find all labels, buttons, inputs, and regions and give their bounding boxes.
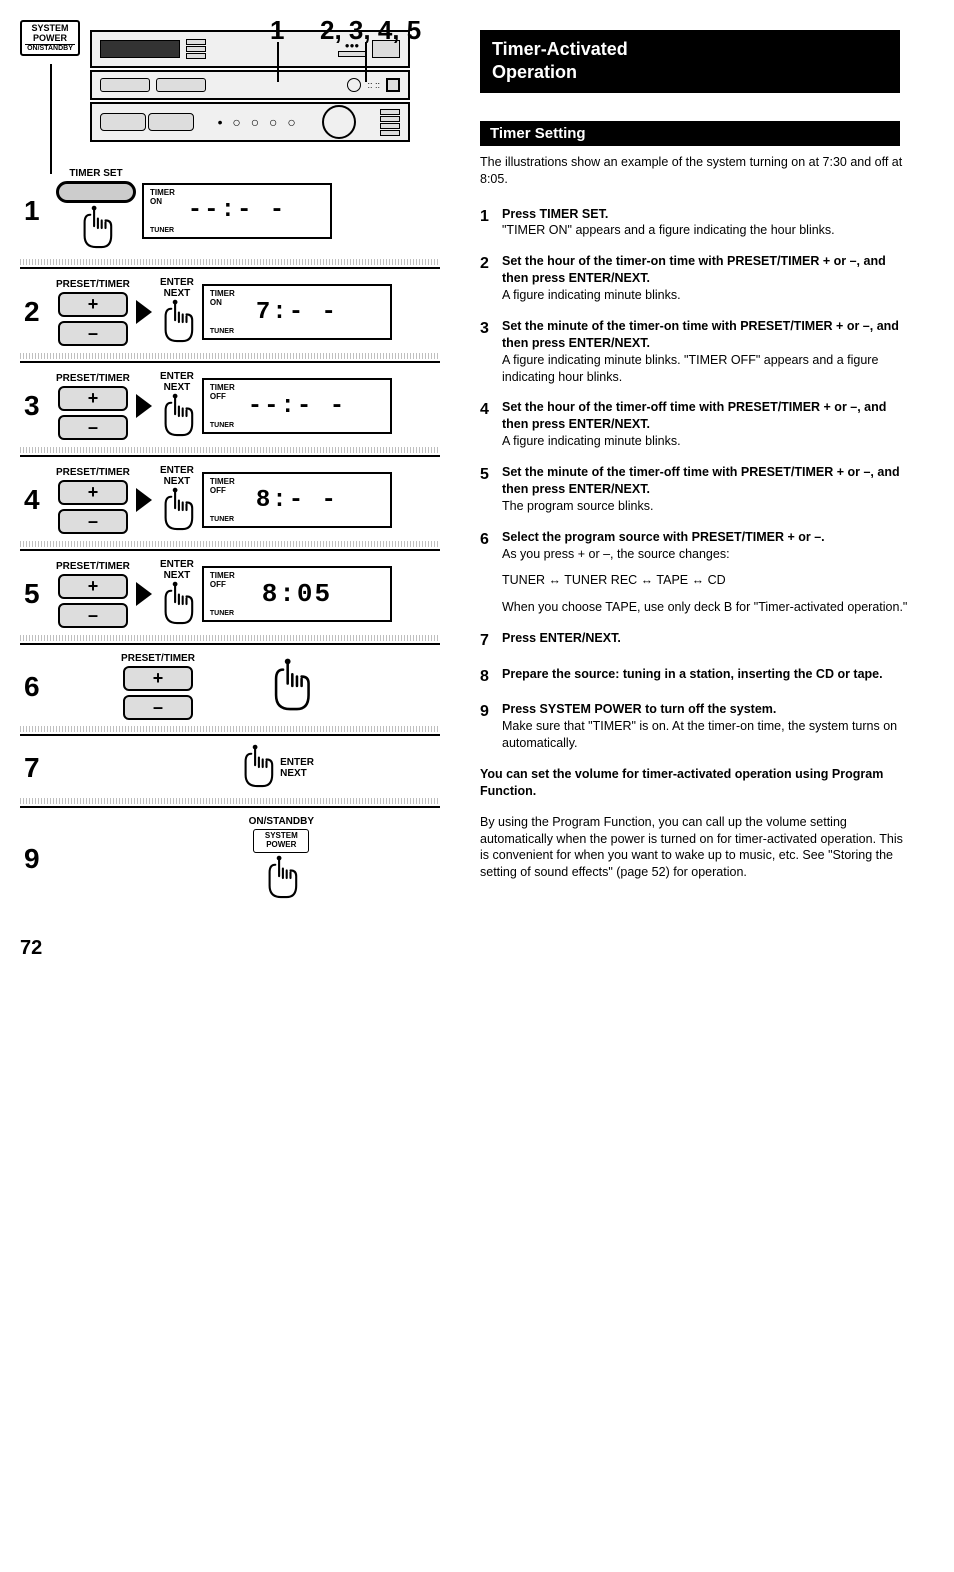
source-chain: TUNER ↔ TUNER REC ↔ TAPE ↔ CD [502, 572, 910, 589]
volume-note-bold: You can set the volume for timer-activat… [480, 766, 910, 800]
preset-plus: + [58, 292, 128, 317]
illustration-column: SYSTEM POWER ON/STANDBY 1 2, 3, 4, 5 ●●● [20, 20, 440, 960]
step-item: 2Set the hour of the timer-on time with … [480, 253, 910, 304]
step-item: 4Set the hour of the timer-off time with… [480, 399, 910, 450]
system-power-button: SYSTEM POWER ON/STANDBY [20, 20, 80, 56]
step-4-illus: 4 PRESET/TIMER + – ENTER NEXT TIMER OFF … [20, 455, 440, 539]
preset-minus: – [58, 321, 128, 346]
lcd-step3: TIMER OFF TUNER --:- - [202, 378, 392, 434]
step-7-illus: 7 ENTER NEXT [20, 734, 440, 796]
step-1-illus: 1 TIMER SET TIMER ON TUNER --:- - [20, 160, 440, 257]
stereo-diagram: SYSTEM POWER ON/STANDBY 1 2, 3, 4, 5 ●●● [20, 20, 440, 142]
arrow-icon [136, 300, 152, 324]
step-5-illus: 5 PRESET/TIMER + – ENTER NEXT TIMER OFF … [20, 549, 440, 633]
sub-title: Timer Setting [480, 121, 900, 146]
lcd-step1: TIMER ON TUNER --:- - [142, 183, 332, 239]
step-item: 1Press TIMER SET."TIMER ON" appears and … [480, 206, 910, 240]
page-number: 72 [20, 937, 440, 960]
lcd-step5: TIMER OFF TUNER 8:05 [202, 566, 392, 622]
intro-text: The illustrations show an example of the… [480, 154, 910, 188]
step-3-illus: 3 PRESET/TIMER + – ENTER NEXT TIMER OFF … [20, 361, 440, 445]
step-item: 9Press SYSTEM POWER to turn off the syst… [480, 701, 910, 752]
timer-set-button [56, 181, 136, 203]
step-item: 6Select the program source with PRESET/T… [480, 529, 910, 617]
step-item: 8Prepare the source: tuning in a station… [480, 666, 910, 688]
step-6-illus: 6 PRESET/TIMER + – [20, 643, 440, 724]
step-2-illus: 2 PRESET/TIMER + – ENTER NEXT TIMER ON T… [20, 267, 440, 351]
lcd-step2: TIMER ON TUNER 7:- - [202, 284, 392, 340]
hand-icon [266, 658, 314, 716]
step-9-illus: 9 ON/STANDBY SYSTEM POWER [20, 806, 440, 907]
cd-dots: • ○ ○ ○ ○ [218, 114, 299, 130]
tape-note: When you choose TAPE, use only deck B fo… [502, 599, 910, 616]
lcd-step4: TIMER OFF TUNER 8:- - [202, 472, 392, 528]
step-item: 7Press ENTER/NEXT. [480, 630, 910, 652]
section-title: Timer-Activated Operation [480, 30, 900, 93]
steps-list: 1Press TIMER SET."TIMER ON" appears and … [480, 206, 910, 752]
step-item: 3Set the minute of the timer-on time wit… [480, 318, 910, 386]
hand-icon [77, 205, 115, 253]
step-item: 5Set the minute of the timer-off time wi… [480, 464, 910, 515]
instructions-column: Timer-Activated Operation Timer Setting … [480, 20, 910, 960]
hand-icon [158, 299, 196, 347]
callout-2345: 2, 3, 4, 5 [320, 15, 421, 46]
system-power-button-small: SYSTEM POWER [253, 829, 309, 853]
volume-note-para: By using the Program Function, you can c… [480, 814, 910, 882]
